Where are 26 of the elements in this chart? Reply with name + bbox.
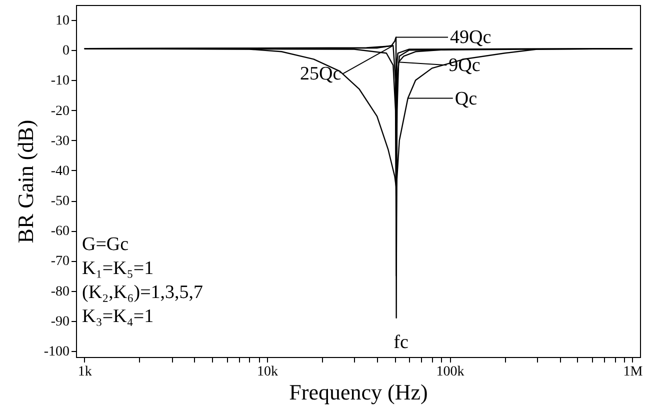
- x-tick-label: 100k: [436, 364, 464, 380]
- y-tick-label: -10: [50, 74, 70, 89]
- annotation: (K₂,K₆)=1,3,5,7: [82, 282, 204, 303]
- annotation: G=Gc: [82, 234, 129, 255]
- x-tick-label: 1k: [78, 364, 92, 380]
- annotation: Qc: [454, 88, 478, 110]
- annotation: K₁=K₅=1: [82, 258, 154, 279]
- y-tick-label: -80: [50, 284, 70, 300]
- annotation: 49Qc: [450, 27, 492, 48]
- annotation: fc: [394, 332, 408, 353]
- y-tick-label: -50: [50, 194, 70, 210]
- y-tick-label: -90: [50, 314, 70, 330]
- y-tick-label: -100: [44, 344, 70, 360]
- x-axis-title: Frequency (Hz): [289, 380, 428, 404]
- x-tick-label: 10k: [257, 364, 278, 380]
- y-tick-label: -40: [50, 164, 70, 179]
- annotation: 25Qc: [300, 64, 342, 85]
- y-tick-label: -70: [50, 254, 70, 270]
- y-tick-label: -30: [50, 134, 70, 149]
- y-tick-label: -60: [50, 224, 70, 240]
- x-tick-label: 1M: [623, 364, 644, 380]
- y-tick-label: -20: [50, 104, 70, 119]
- y-tick-label: 10: [56, 14, 70, 29]
- y-axis-title: BR Gain (dB): [12, 120, 38, 244]
- y-tick-label: 0: [62, 44, 70, 59]
- annotation: K₃=K₄=1: [82, 306, 154, 327]
